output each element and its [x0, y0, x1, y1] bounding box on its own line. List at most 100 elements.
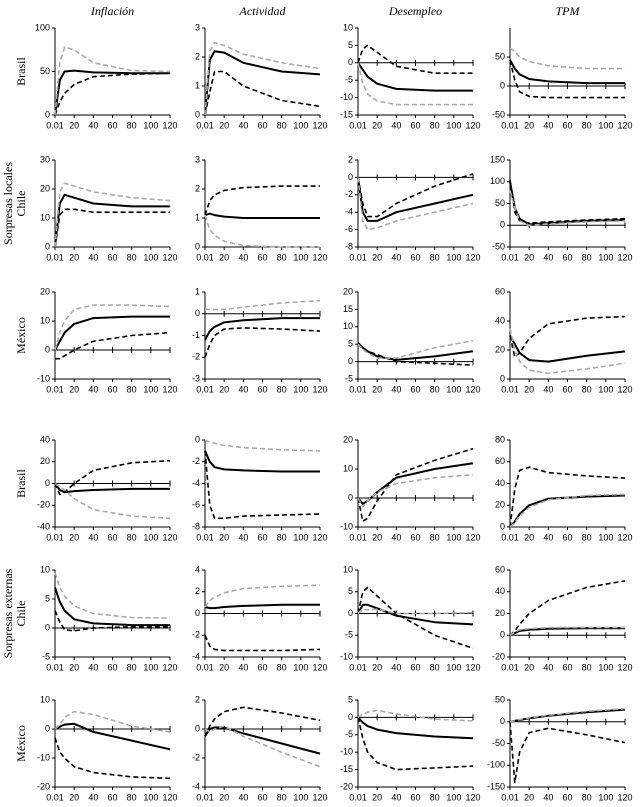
x-tick-label: 60 [257, 384, 267, 394]
y-tick-label: 3 [195, 22, 200, 32]
x-tick-label: 20 [524, 252, 534, 262]
x-tick-label: 80 [430, 532, 440, 542]
x-tick-label: 120 [617, 792, 632, 802]
series-line [357, 586, 474, 650]
series-line [357, 62, 473, 92]
y-tick-label: 60 [495, 286, 505, 296]
x-tick-label: 40 [238, 252, 248, 262]
series-line [54, 72, 171, 116]
series-line [509, 335, 626, 363]
x-tick-label: 100 [598, 252, 613, 262]
y-tick-label: -8 [345, 241, 353, 251]
x-tick-label: 40 [543, 532, 553, 542]
x-tick-label: 20 [69, 252, 79, 262]
series-line [204, 317, 320, 341]
x-tick-label: 60 [562, 252, 572, 262]
x-tick-label: 80 [430, 120, 440, 130]
y-tick-label: 5 [348, 586, 353, 596]
x-tick-label: 40 [543, 384, 553, 394]
x-tick-label: 20 [219, 662, 229, 672]
series-line [205, 299, 321, 311]
series-line [357, 343, 474, 361]
series-line [54, 46, 171, 116]
y-tick-label: 2 [195, 51, 200, 61]
y-tick-label: -2 [192, 630, 200, 640]
x-tick-label: 20 [372, 384, 382, 394]
column-title: Inflación [90, 4, 134, 18]
x-tick-label: 60 [107, 252, 117, 262]
x-tick-label: 80 [127, 532, 137, 542]
y-tick-label: -4 [192, 781, 200, 791]
x-tick-label: 60 [562, 120, 572, 130]
y-tick-label: 2 [348, 154, 353, 164]
series-line [509, 580, 626, 636]
x-tick-label: 80 [127, 120, 137, 130]
y-tick-label: 20 [495, 344, 505, 354]
y-tick-label: 0 [45, 478, 50, 488]
series-line [54, 459, 171, 496]
x-tick-label: 120 [465, 384, 480, 394]
x-tick-label: 40 [238, 120, 248, 130]
x-tick-label: 100 [143, 252, 158, 262]
x-tick-label: 60 [410, 252, 420, 262]
x-tick-label: 80 [127, 792, 137, 802]
x-tick-label: 120 [162, 120, 177, 130]
x-tick-label: 100 [293, 252, 308, 262]
y-tick-label: -20 [492, 651, 505, 661]
series-line [357, 339, 474, 359]
x-tick-label: 60 [562, 662, 572, 672]
x-tick-label: 100 [598, 662, 613, 672]
y-tick-label: 30 [40, 154, 50, 164]
x-tick-label: 120 [617, 120, 632, 130]
x-tick-label: 0.01 [46, 120, 64, 130]
y-tick-label: 0 [45, 723, 50, 733]
y-tick-label: 0 [348, 608, 353, 618]
series-line [357, 341, 474, 366]
series-line [54, 208, 170, 248]
x-tick-label: 100 [446, 252, 461, 262]
x-tick-label: 100 [293, 662, 308, 672]
x-tick-label: 0.01 [501, 252, 519, 262]
y-tick-label: -50 [492, 738, 505, 748]
y-tick-label: 1 [195, 80, 200, 90]
x-tick-label: 120 [162, 252, 177, 262]
y-tick-label: -10 [37, 373, 50, 383]
x-tick-label: 40 [238, 662, 248, 672]
x-tick-label: 80 [127, 252, 137, 262]
y-tick-label: 0 [500, 80, 505, 90]
y-tick-label: -20 [37, 781, 50, 791]
y-tick-label: 50 [495, 694, 505, 704]
x-tick-label: 0.01 [501, 662, 519, 672]
y-tick-label: 5 [45, 593, 50, 603]
series-line [509, 627, 625, 637]
y-tick-label: 5 [348, 339, 353, 349]
x-tick-label: 60 [257, 792, 267, 802]
x-tick-label: 40 [238, 384, 248, 394]
series-line [54, 737, 171, 780]
x-tick-label: 80 [277, 384, 287, 394]
x-tick-label: 60 [410, 662, 420, 672]
x-tick-label: 40 [391, 662, 401, 672]
x-tick-label: 20 [524, 384, 534, 394]
row-label: México [14, 317, 28, 354]
series-line [357, 447, 474, 522]
series-line [509, 179, 626, 224]
x-tick-label: 80 [582, 662, 592, 672]
row-label: México [14, 725, 28, 762]
y-tick-label: 0 [348, 356, 353, 366]
y-tick-label: -2 [192, 752, 200, 762]
x-tick-label: 60 [562, 792, 572, 802]
y-tick-label: 0 [348, 172, 353, 182]
y-tick-label: 0 [500, 630, 505, 640]
y-tick-label: 5 [348, 40, 353, 50]
x-tick-label: 60 [410, 532, 420, 542]
series-line [54, 304, 171, 351]
y-tick-label: 0 [348, 712, 353, 722]
x-tick-label: 20 [69, 384, 79, 394]
series-line [54, 482, 170, 494]
x-tick-label: 40 [88, 252, 98, 262]
y-tick-label: 0 [500, 716, 505, 726]
x-tick-label: 0.01 [349, 384, 367, 394]
x-tick-label: 100 [598, 384, 613, 394]
x-tick-label: 120 [617, 384, 632, 394]
